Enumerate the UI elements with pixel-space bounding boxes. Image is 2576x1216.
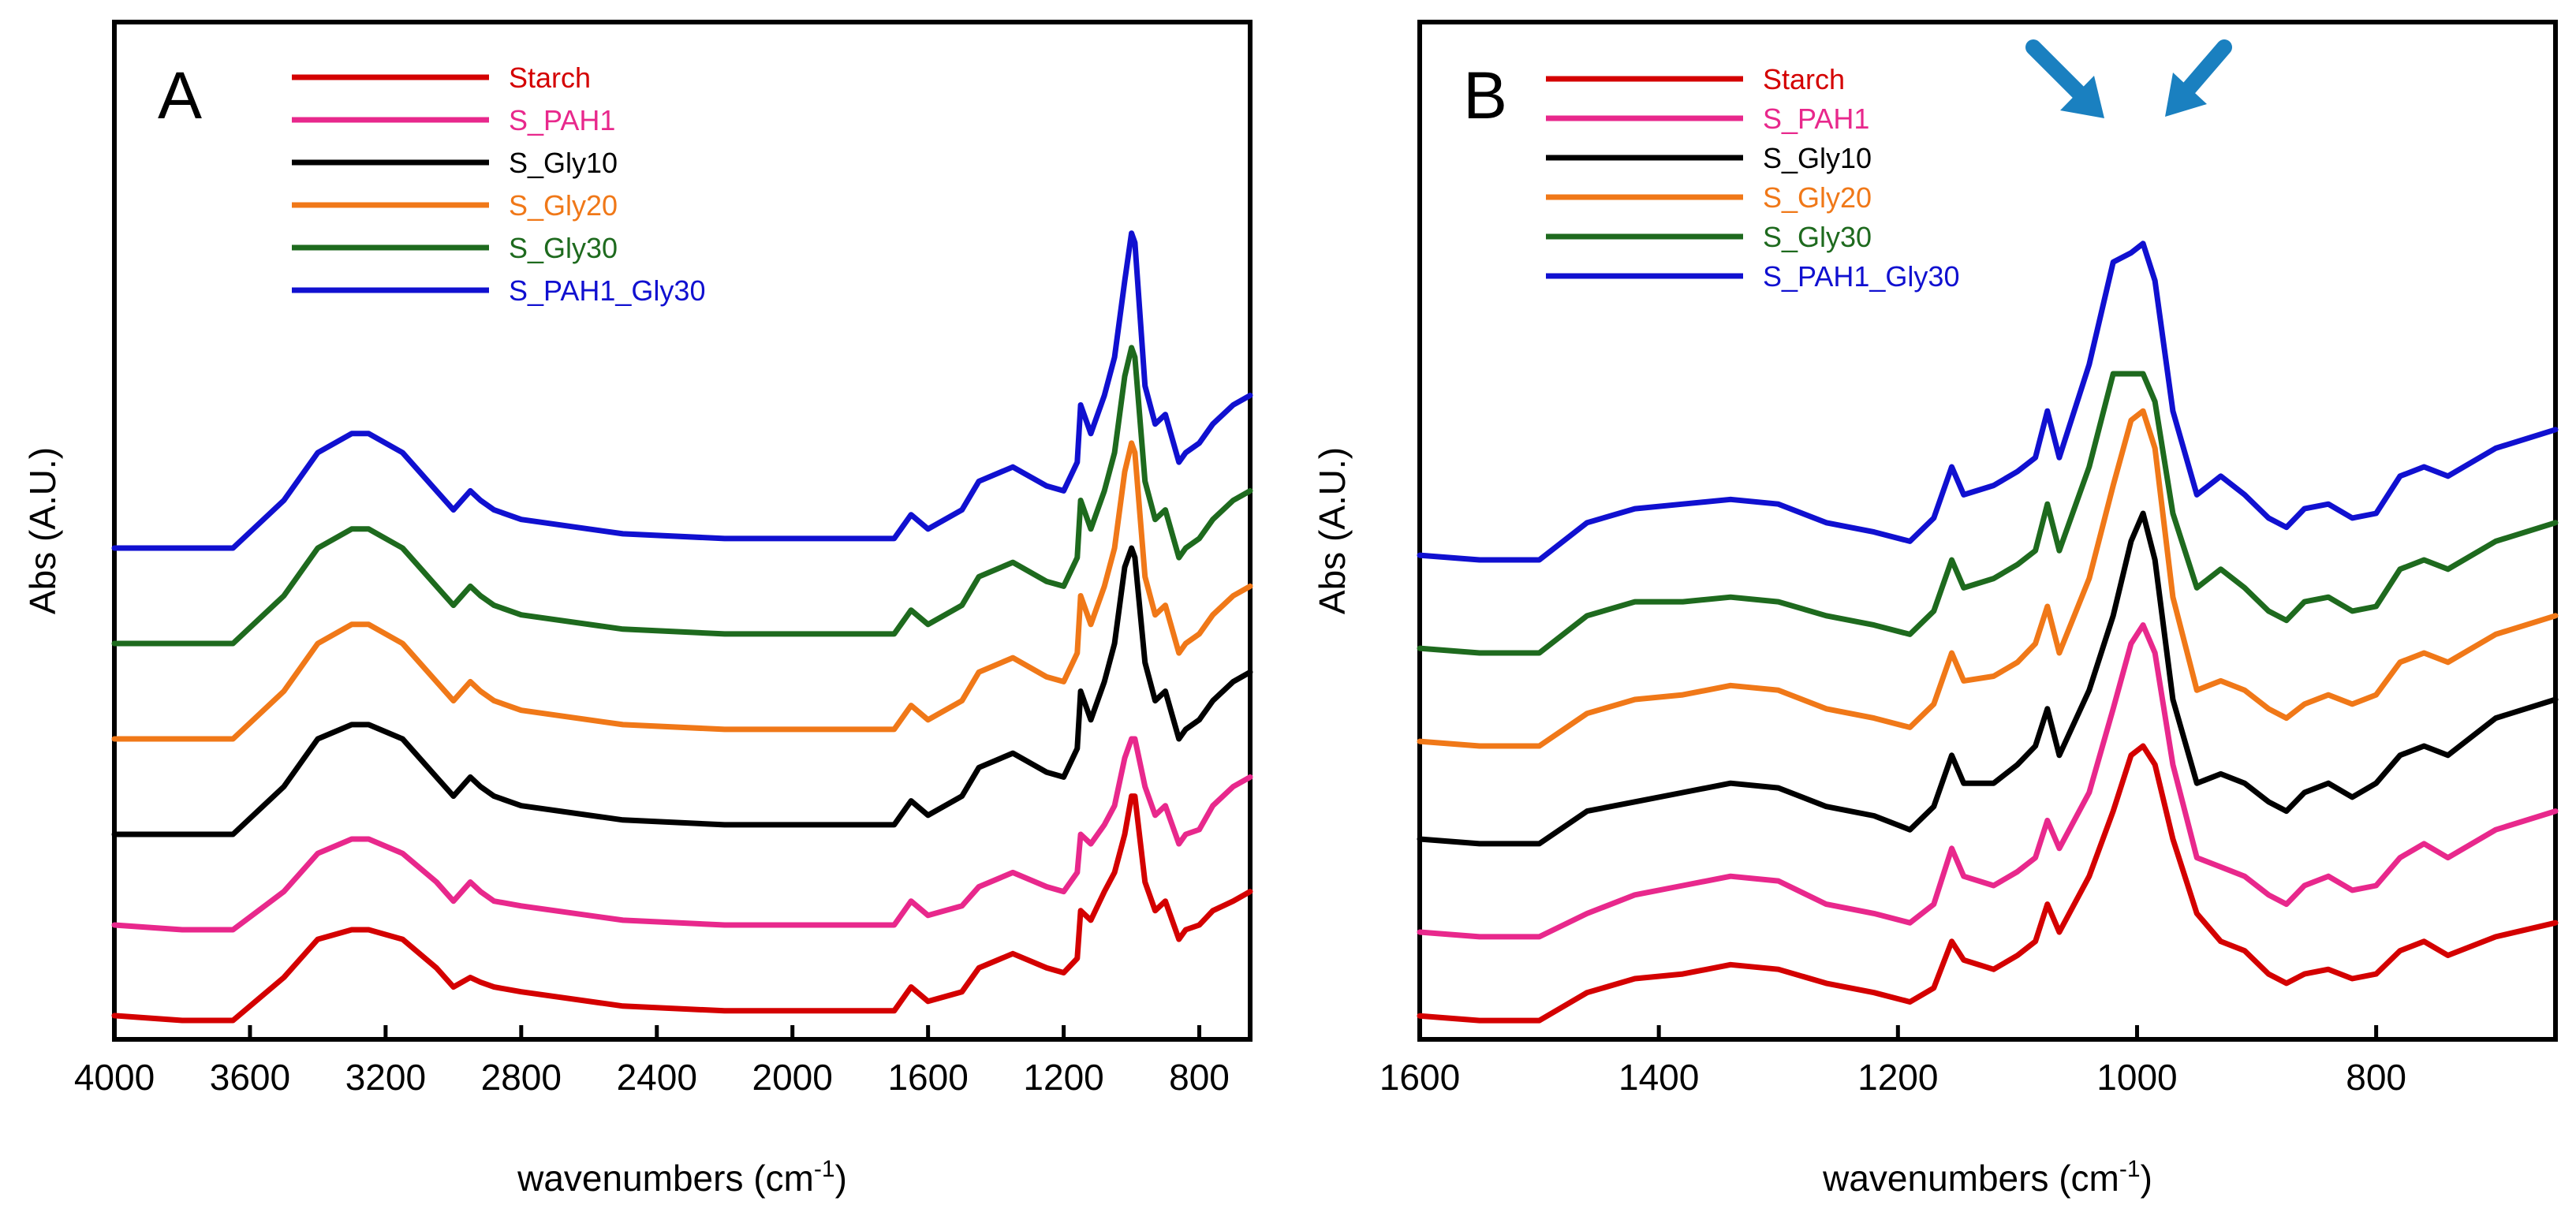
- x-tick-label: 1600: [887, 1057, 968, 1098]
- x-tick-label: 2000: [752, 1057, 833, 1098]
- x-tick-label: 4000: [74, 1057, 155, 1098]
- x-tick-label: 3600: [210, 1057, 290, 1098]
- legend-label: Starch: [1763, 63, 1845, 95]
- panel-a-xlabel-end: ): [835, 1158, 847, 1199]
- panel-b: 1600 1400 1200 1000 800 StarchS_PAH1S_Gly10S…: [1312, 20, 2559, 1199]
- series-line-s-gly10: [1417, 510, 2559, 847]
- legend-label: S_Gly20: [1763, 181, 1872, 214]
- series-line-s-pah1-gly30: [1417, 241, 2559, 563]
- panel-a-xlabel: wavenumbers (cm-1): [517, 1156, 847, 1199]
- x-tick-label: 800: [1169, 1057, 1230, 1098]
- arrow-left-icon: [2025, 39, 2104, 118]
- x-tick-label: 1200: [1023, 1057, 1103, 1098]
- x-tick-label: 1200: [1857, 1057, 1938, 1098]
- panel-a-xlabel-sup: -1: [814, 1156, 835, 1182]
- panel-b-xlabel-main: wavenumbers (cm: [1822, 1158, 2119, 1199]
- series-line-starch: [1417, 743, 2559, 1024]
- panel-b-xlabel-end: ): [2141, 1158, 2152, 1199]
- panel-a-xlabel-main: wavenumbers (cm: [517, 1158, 814, 1199]
- legend-label: S_PAH1_Gly30: [509, 274, 705, 307]
- series-line-s-gly30: [111, 345, 1253, 647]
- legend-label: Starch: [509, 62, 591, 94]
- series-line-s-pah1-gly30: [111, 230, 1253, 551]
- peak-arrows: [2025, 39, 2232, 118]
- panel-a-letter: A: [158, 58, 202, 132]
- x-tick-label: 2400: [617, 1057, 697, 1098]
- panel-b-legend: Starch S_PAH1 S_Gly10 S_Gly20 S_Gly30 S_PAH1_…: [1546, 63, 1959, 293]
- legend-label: S_Gly10: [1763, 142, 1872, 174]
- legend-label: S_Gly30: [509, 232, 618, 264]
- series-line-s-gly30: [1417, 371, 2559, 656]
- series-line-s-gly20: [111, 440, 1253, 742]
- series-line-s-gly10: [111, 545, 1253, 837]
- panel-b-frame: [1417, 20, 2558, 1042]
- panel-b-letter: B: [1463, 58, 1507, 132]
- panel-a-ylabel: Abs (A.U.): [22, 447, 63, 614]
- series-line-starch: [111, 793, 1253, 1024]
- legend-label: S_PAH1: [509, 104, 615, 136]
- panel-a-series: [111, 230, 1253, 1024]
- panel-a: 4000 3600 3200 2800 2400 2000 1600 1200 800 Star…: [22, 20, 1253, 1199]
- panel-a-x-ticks: 4000 3600 3200 2800 2400 2000 1600 1200 800: [74, 1025, 1230, 1098]
- series-line-s-gly20: [1417, 408, 2559, 749]
- x-tick-label: 2800: [481, 1057, 562, 1098]
- panel-a-frame: [112, 20, 1253, 1042]
- legend-label: S_Gly20: [509, 189, 618, 222]
- legend-label: S_Gly30: [1763, 221, 1872, 253]
- legend-label: S_PAH1: [1763, 103, 1869, 135]
- x-tick-label: 1600: [1379, 1057, 1460, 1098]
- x-tick-label: 1400: [1618, 1057, 1699, 1098]
- panel-b-ylabel: Abs (A.U.): [1312, 447, 1353, 614]
- arrow-right-icon: [2165, 39, 2232, 117]
- legend-label: S_Gly10: [509, 147, 618, 179]
- series-line-s-pah1: [111, 736, 1253, 933]
- panel-b-xlabel: wavenumbers (cm-1): [1822, 1156, 2152, 1199]
- panel-b-series: [1417, 241, 2559, 1024]
- legend-label: S_PAH1_Gly30: [1763, 260, 1959, 293]
- series-line-s-pah1: [1417, 622, 2559, 940]
- panel-b-x-ticks: 1600 1400 1200 1000 800: [1379, 1025, 2406, 1098]
- x-tick-label: 1000: [2096, 1057, 2177, 1098]
- panel-b-xlabel-sup: -1: [2119, 1156, 2141, 1182]
- x-tick-label: 3200: [345, 1057, 426, 1098]
- x-tick-label: 800: [2346, 1057, 2406, 1098]
- panel-a-legend: Starch S_PAH1 S_Gly10 S_Gly20 S_Gly30 S_PAH1_…: [292, 62, 705, 307]
